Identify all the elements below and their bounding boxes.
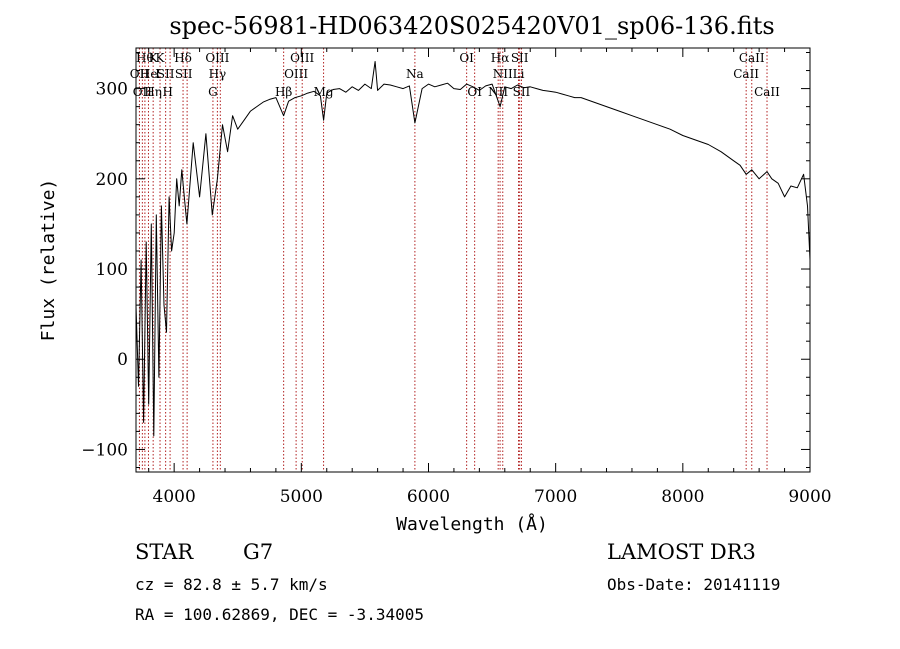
spectral-line-label: OII — [133, 85, 153, 99]
spectral-line-label: He — [140, 67, 158, 81]
spectral-line-label: Hα — [491, 51, 510, 65]
x-tick-label: 9000 — [788, 487, 831, 507]
chart-title: spec-56981-HD063420S025420V01_sp06-136.f… — [169, 12, 774, 40]
spectral-line-label: K — [149, 51, 159, 65]
spectral-line-label: I — [155, 67, 160, 81]
spectral-line-label: H — [163, 85, 173, 99]
y-axis-label: Flux (relative) — [38, 179, 59, 342]
spectral-line-label: NII — [488, 85, 508, 99]
x-tick-label: 6000 — [407, 487, 450, 507]
spectral-line-label: SII — [157, 67, 175, 81]
spectral-line-label: CaII — [754, 85, 780, 99]
spectral-subclass: G7 — [243, 540, 274, 564]
spectral-line-label: Hβ — [275, 85, 292, 99]
spectral-line-label: OIII — [205, 51, 229, 65]
object-type: STAR — [135, 540, 194, 564]
spectral-line-label: SII — [511, 51, 529, 65]
x-tick-label: 4000 — [153, 487, 196, 507]
x-tick-label: 8000 — [661, 487, 704, 507]
spectrum-chart: 4000 5000 6000 7000 8000 9000−1000100200300OI… — [38, 12, 832, 535]
observation-date: Obs-Date: 20141119 — [607, 575, 781, 594]
spectral-line-label: NII — [493, 67, 513, 81]
spectral-line-label: Hγ — [209, 67, 227, 81]
spectral-line-label: Mg — [314, 85, 334, 99]
spectrum-series-line — [135, 61, 811, 437]
y-tick-label: 200 — [96, 170, 128, 190]
y-tick-label: 100 — [96, 260, 128, 280]
spectral-line-label: OIII — [284, 67, 308, 81]
spectral-line-label: Li — [513, 67, 525, 81]
spectral-line-label: OII — [130, 67, 150, 81]
y-tick-label: 300 — [96, 80, 128, 100]
spectral-line-label: Na — [406, 67, 424, 81]
spectral-line-label: Hδ — [174, 51, 192, 65]
spectral-line-label: OI — [459, 51, 474, 65]
spectral-line-label: CaII — [739, 51, 765, 65]
spectral-line-label: OI — [467, 85, 482, 99]
spectral-line-label: K — [156, 51, 166, 65]
spectral-line-label: SII — [175, 67, 193, 81]
spectral-line-label: OIII — [290, 51, 314, 65]
x-tick-label: 7000 — [534, 487, 577, 507]
x-axis-label: Wavelength (Å) — [396, 513, 548, 535]
spectral-line-label: CaII — [733, 67, 759, 81]
coordinates: RA = 100.62869, DEC = -3.34005 — [135, 605, 424, 624]
plot-frame — [135, 47, 811, 473]
x-tick-label: 5000 — [280, 487, 323, 507]
survey-name: LAMOST DR3 — [607, 540, 756, 564]
spectral-line-label: G — [208, 85, 218, 99]
y-tick-label: −100 — [81, 440, 128, 460]
spectral-line-label: Hη — [144, 85, 162, 99]
redshift-cz: cz = 82.8 ± 5.7 km/s — [135, 575, 328, 594]
y-tick-label: 0 — [117, 350, 128, 370]
spectral-line-label: SII — [513, 85, 531, 99]
spectral-line-label: Hθ — [136, 51, 154, 65]
